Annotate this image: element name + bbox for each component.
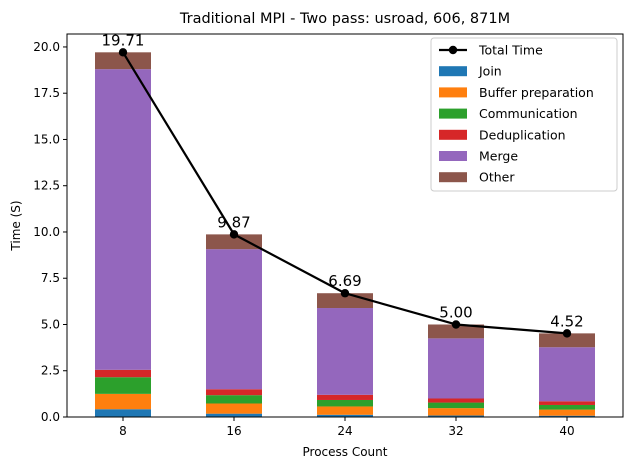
legend-line-marker bbox=[448, 45, 458, 55]
bar-communication-8 bbox=[95, 377, 151, 394]
data-labels-layer: 19.71 9.87 6.69 5.00 4.52 bbox=[102, 31, 584, 330]
total-time-marker-16 bbox=[229, 230, 239, 239]
y-tick-label: 17.5 bbox=[33, 86, 60, 100]
bar-other-40 bbox=[539, 333, 595, 348]
x-tick-label: 24 bbox=[337, 424, 352, 438]
chart-title: Traditional MPI - Two pass: usroad, 606,… bbox=[179, 11, 510, 27]
total-time-line-layer bbox=[118, 48, 572, 338]
bar-deduplication-24 bbox=[317, 394, 373, 400]
bar-other-8 bbox=[95, 52, 151, 70]
bar-communication-32 bbox=[428, 402, 484, 409]
bar-merge-24 bbox=[317, 308, 373, 395]
bar-deduplication-32 bbox=[428, 398, 484, 403]
y-tick-label: 2.5 bbox=[41, 364, 60, 378]
x-tick-label: 16 bbox=[226, 424, 241, 438]
x-tick-label: 32 bbox=[448, 424, 463, 438]
legend-label-buffer-preparation: Buffer preparation bbox=[479, 85, 594, 100]
total-time-marker-32 bbox=[451, 320, 461, 329]
axes-layer: 0.0 2.5 5.0 7.5 10.0 12.5 15.0 17.5 20.0 8 16 24 32 4… bbox=[33, 40, 574, 438]
bar-communication-40 bbox=[539, 404, 595, 410]
total-time-label-24: 6.69 bbox=[328, 272, 361, 290]
y-tick-label: 20.0 bbox=[33, 40, 60, 54]
bar-join-40 bbox=[539, 415, 595, 417]
bar-merge-16 bbox=[206, 249, 262, 390]
bar-deduplication-40 bbox=[539, 401, 595, 405]
y-tick-label: 0.0 bbox=[41, 410, 60, 424]
bar-buffer-preparation-24 bbox=[317, 406, 373, 415]
bar-buffer-preparation-40 bbox=[539, 409, 595, 416]
y-tick-label: 12.5 bbox=[33, 179, 60, 193]
bar-join-16 bbox=[206, 413, 262, 417]
bar-join-32 bbox=[428, 415, 484, 417]
bar-buffer-preparation-8 bbox=[95, 393, 151, 410]
legend-box bbox=[430, 37, 618, 192]
legend-swatch-deduplication bbox=[439, 129, 467, 140]
bar-communication-24 bbox=[317, 399, 373, 407]
bar-buffer-preparation-16 bbox=[206, 403, 262, 414]
legend-swatch-other bbox=[439, 172, 467, 183]
y-tick-label: 15.0 bbox=[33, 132, 60, 146]
y-axis-title: Time (S) bbox=[9, 200, 23, 251]
total-time-label-16: 9.87 bbox=[217, 213, 250, 231]
legend-label-join: Join bbox=[478, 64, 502, 79]
legend-label-merge: Merge bbox=[479, 149, 518, 164]
bar-deduplication-8 bbox=[95, 369, 151, 378]
legend-label-other: Other bbox=[479, 170, 515, 185]
y-tick-label: 7.5 bbox=[41, 271, 60, 285]
y-tick-label: 10.0 bbox=[33, 225, 60, 239]
legend: Total Time Join Buffer preparation Communic… bbox=[430, 37, 618, 192]
bar-join-8 bbox=[95, 409, 151, 417]
x-tick-label: 40 bbox=[559, 424, 574, 438]
total-time-label-32: 5.00 bbox=[439, 303, 472, 321]
bar-other-32 bbox=[428, 324, 484, 339]
bar-deduplication-16 bbox=[206, 389, 262, 396]
x-axis-title: Process Count bbox=[303, 445, 388, 459]
bar-join-24 bbox=[317, 414, 373, 417]
legend-swatch-buffer-preparation bbox=[439, 87, 467, 98]
bar-merge-32 bbox=[428, 338, 484, 399]
total-time-marker-40 bbox=[562, 329, 572, 338]
legend-label-total-time: Total Time bbox=[478, 43, 543, 58]
bar-other-16 bbox=[206, 234, 262, 250]
bar-buffer-preparation-32 bbox=[428, 408, 484, 416]
legend-swatch-join bbox=[439, 66, 467, 77]
legend-label-communication: Communication bbox=[479, 106, 578, 121]
x-tick-label: 8 bbox=[119, 424, 127, 438]
legend-swatch-communication bbox=[439, 108, 467, 119]
total-time-marker-24 bbox=[340, 289, 350, 298]
bar-communication-16 bbox=[206, 395, 262, 404]
bar-merge-8 bbox=[95, 69, 151, 370]
y-tick-label: 5.0 bbox=[41, 317, 60, 331]
legend-label-deduplication: Deduplication bbox=[479, 127, 566, 142]
bar-merge-40 bbox=[539, 347, 595, 402]
legend-swatch-merge bbox=[439, 151, 467, 161]
total-time-marker-8 bbox=[118, 48, 128, 57]
total-time-label-40: 4.52 bbox=[550, 312, 583, 330]
total-time-label-8: 19.71 bbox=[102, 31, 145, 49]
